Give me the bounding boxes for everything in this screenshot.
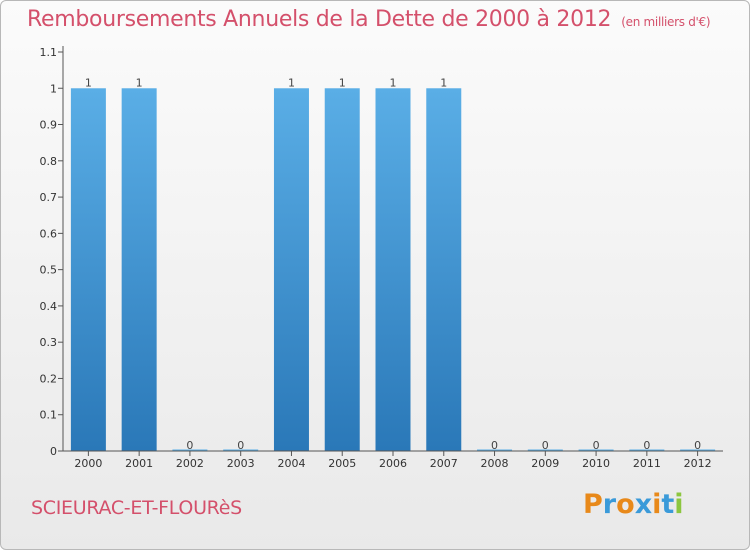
y-tick-label: 0.5 — [40, 264, 58, 277]
y-tick-label: 0.3 — [40, 336, 58, 349]
commune-name: SCIEURAC-ET-FLOURèS — [31, 497, 242, 519]
x-tick-label: 2012 — [684, 457, 712, 470]
x-tick-label: 2006 — [379, 457, 407, 470]
y-tick-label: 0.7 — [40, 191, 58, 204]
chart-title-text: Remboursements Annuels de la Dette de 20… — [27, 7, 612, 32]
bar-2003 — [223, 449, 259, 451]
x-tick-label: 2008 — [481, 457, 509, 470]
x-tick-label: 2002 — [176, 457, 204, 470]
value-label: 1 — [390, 76, 397, 89]
bar-2002 — [172, 449, 208, 451]
value-label: 0 — [186, 439, 193, 452]
logo-letter: P — [583, 489, 603, 520]
bars: 1 1 0 0 1 1 1 1 0 0 0 0 0 — [70, 76, 716, 452]
y-tick-label: 0.6 — [40, 227, 58, 240]
logo-letter: i — [674, 489, 684, 520]
value-label: 0 — [593, 439, 600, 452]
bar-2000 — [70, 88, 106, 451]
chart-unit: (en milliers d'€) — [621, 15, 711, 29]
x-tick-label: 2004 — [277, 457, 305, 470]
x-tick-label: 2010 — [582, 457, 610, 470]
x-tick-label: 2005 — [328, 457, 356, 470]
logo-letter: i — [652, 489, 662, 520]
value-label: 1 — [136, 76, 143, 89]
x-tick-label: 2003 — [227, 457, 255, 470]
y-tick-label: 0.9 — [40, 119, 58, 132]
x-tick-label: 2009 — [531, 457, 559, 470]
bar-2005 — [324, 88, 360, 451]
bar-2010 — [578, 449, 614, 451]
y-tick-label: 1 — [50, 82, 57, 95]
value-label: 1 — [440, 76, 447, 89]
chart-title: Remboursements Annuels de la Dette de 20… — [27, 7, 711, 32]
proxiti-logo: Proxiti — [583, 489, 684, 520]
value-label: 1 — [85, 76, 92, 89]
value-label: 0 — [237, 439, 244, 452]
bar-2009 — [527, 449, 563, 451]
value-label: 1 — [339, 76, 346, 89]
y-tick-label: 0.2 — [40, 372, 58, 385]
y-tick-label: 0.1 — [40, 409, 58, 422]
x-tick-label: 2011 — [633, 457, 661, 470]
bar-2007 — [426, 88, 462, 451]
y-tick-label: 0 — [50, 445, 57, 458]
logo-letter: t — [661, 489, 675, 520]
bar-2011 — [629, 449, 665, 451]
x-tick-label: 2000 — [74, 457, 102, 470]
y-axis: 0 0.1 0.2 0.3 0.4 0.5 0.6 0.7 0.8 0.9 1 1.1 — [40, 46, 64, 458]
x-axis: 2000 2001 2002 2003 2004 2005 2006 2007 2008 2009… — [63, 450, 723, 470]
bar-2004 — [273, 88, 309, 451]
x-tick-label: 2001 — [125, 457, 153, 470]
bar-2006 — [375, 88, 411, 451]
value-label: 1 — [288, 76, 295, 89]
bar-2008 — [477, 449, 513, 451]
x-tick-label: 2007 — [430, 457, 458, 470]
logo-letter: x — [634, 489, 653, 520]
y-tick-label: 0.4 — [40, 300, 58, 313]
y-tick-label: 0.8 — [40, 155, 58, 168]
bar-2012 — [680, 449, 716, 451]
value-label: 0 — [694, 439, 701, 452]
logo-letter: r — [602, 489, 617, 520]
value-label: 0 — [491, 439, 498, 452]
y-tick-label: 1.1 — [40, 46, 58, 59]
value-label: 0 — [542, 439, 549, 452]
bar-2001 — [121, 88, 157, 451]
logo-letter: o — [616, 489, 635, 520]
value-label: 0 — [643, 439, 650, 452]
